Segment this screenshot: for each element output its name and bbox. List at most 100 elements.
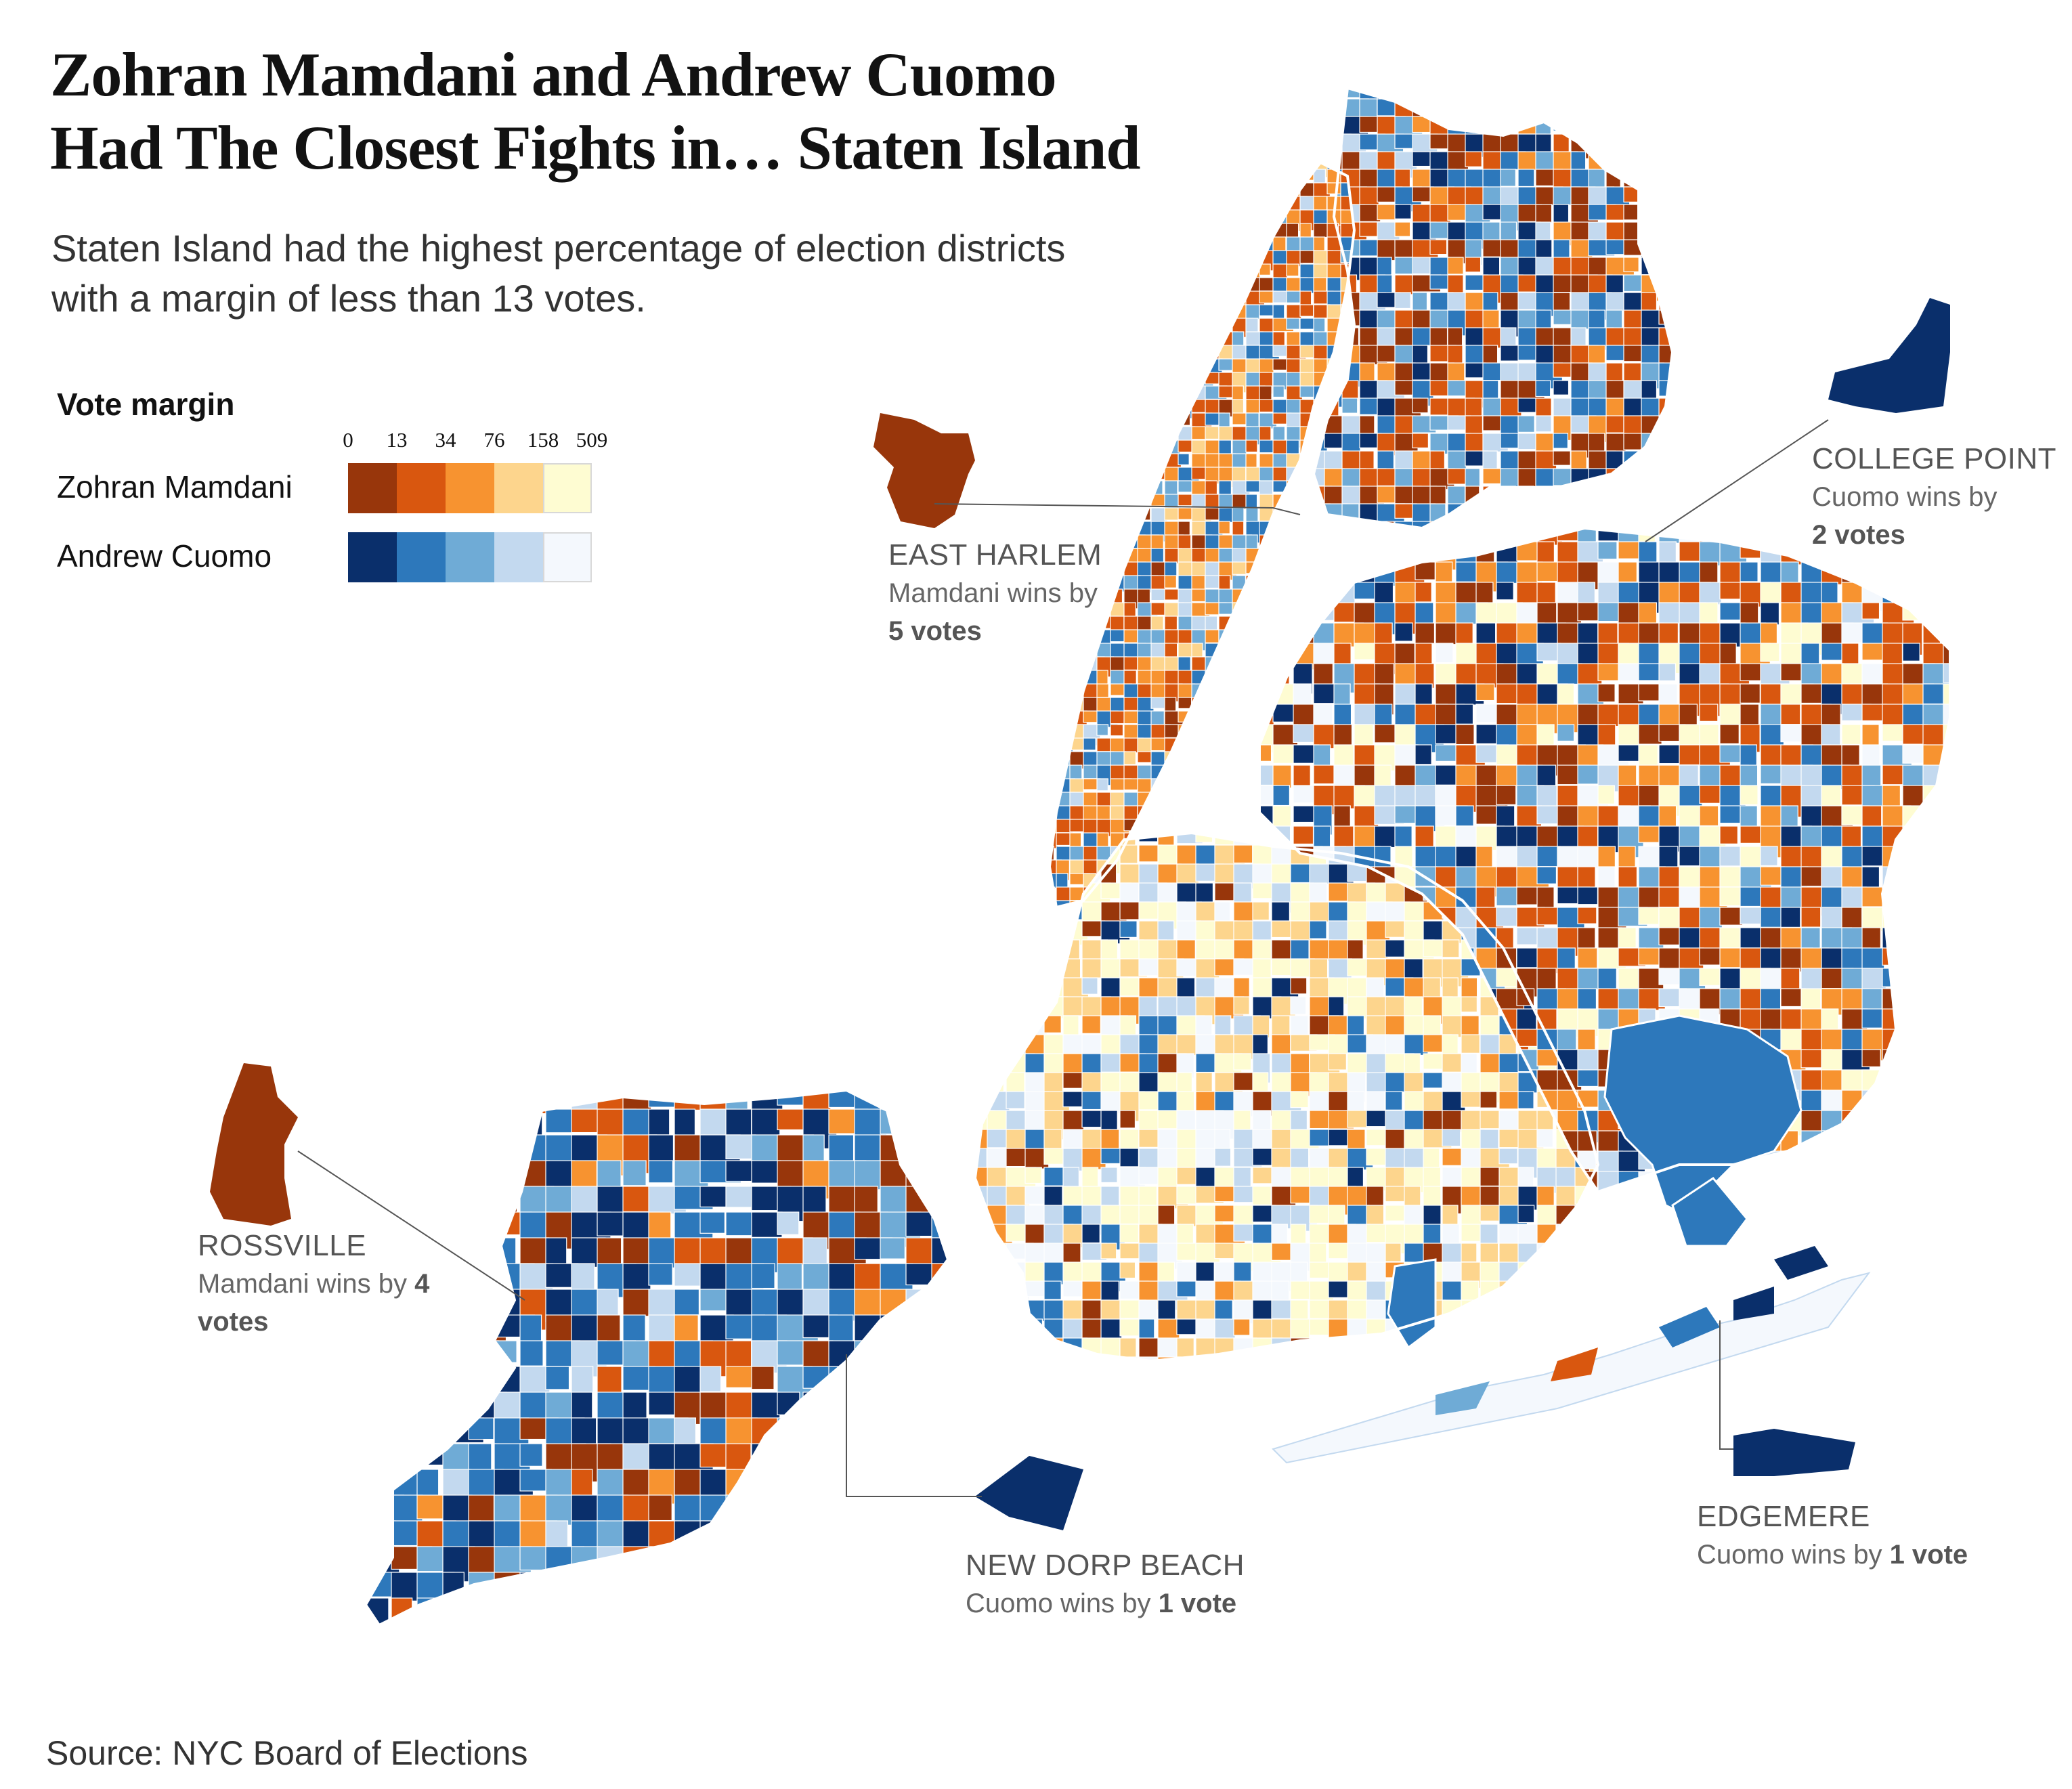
election-district [1553, 345, 1572, 366]
election-district [1354, 704, 1378, 725]
election-district [494, 1597, 536, 1625]
election-district [975, 833, 993, 850]
election-district [1922, 805, 1950, 838]
election-district [1638, 1191, 1659, 1192]
election-district [1123, 250, 1146, 263]
election-district [1259, 169, 1280, 187]
election-district [1800, 1191, 1820, 1192]
election-district [416, 1392, 441, 1422]
election-district [1056, 697, 1072, 719]
election-district [1272, 582, 1291, 602]
election-district [1482, 88, 1509, 105]
election-district [1841, 1150, 1873, 1176]
election-district [1096, 385, 1115, 404]
election-district [1658, 433, 1672, 460]
election-district [1922, 1090, 1949, 1118]
election-district [1902, 886, 1920, 913]
election-district [1110, 507, 1130, 525]
election-district [1605, 503, 1629, 524]
election-district [1623, 88, 1640, 100]
election-district [1943, 968, 1950, 997]
election-district [1191, 805, 1204, 819]
election-district [1205, 236, 1224, 250]
election-district [1259, 548, 1272, 563]
election-district [1943, 643, 1950, 674]
election-district [1286, 263, 1299, 277]
election-district [1218, 819, 1241, 835]
election-district [1050, 209, 1063, 221]
election-district [674, 1597, 712, 1625]
election-district [1137, 209, 1152, 223]
election-district [1205, 683, 1224, 695]
election-district [1922, 1150, 1946, 1173]
election-district [1442, 1356, 1473, 1361]
election-district [1083, 453, 1098, 471]
election-district [1780, 1171, 1811, 1192]
election-district [987, 1356, 1003, 1361]
election-district [1069, 169, 1082, 186]
election-district [1286, 629, 1301, 649]
election-district [1435, 602, 1459, 627]
election-district [366, 1108, 397, 1141]
election-district [1943, 561, 1950, 582]
election-district [1110, 318, 1123, 333]
election-district [1517, 521, 1541, 528]
election-district [1245, 250, 1257, 267]
election-district [1259, 561, 1274, 575]
election-district [1902, 1171, 1933, 1192]
election-district [1841, 825, 1862, 848]
election-district [1096, 412, 1119, 427]
election-district [1740, 907, 1763, 925]
election-district [1110, 290, 1132, 306]
election-district [1641, 486, 1665, 510]
election-district [1100, 1337, 1121, 1361]
election-district [1922, 1049, 1941, 1073]
election-district [725, 1572, 752, 1599]
election-district [494, 1090, 530, 1119]
election-district [1176, 1337, 1194, 1361]
election-district [1137, 290, 1159, 305]
election-district [1314, 521, 1327, 528]
election-district [751, 1366, 775, 1390]
election-district [1882, 1090, 1903, 1116]
election-district [1191, 358, 1204, 380]
election-district [1435, 643, 1454, 664]
election-district [1083, 710, 1098, 723]
election-district [1191, 163, 1212, 170]
election-district [905, 1469, 928, 1509]
election-district [1043, 1280, 1062, 1300]
election-district [699, 1443, 729, 1468]
election-district [975, 901, 987, 922]
election-district [468, 1108, 508, 1133]
election-district [1593, 1243, 1598, 1261]
election-district [1293, 602, 1316, 624]
callout-place: NEW DORP BEACH [966, 1549, 1245, 1582]
election-district [1299, 345, 1315, 358]
election-district [1069, 372, 1090, 387]
election-district [1191, 318, 1208, 330]
election-district [545, 1090, 584, 1107]
election-district [1123, 372, 1138, 385]
election-district [1024, 844, 1041, 871]
election-district [1821, 1150, 1853, 1178]
election-district [1050, 737, 1061, 752]
election-district [1218, 163, 1238, 177]
election-district [1574, 1318, 1598, 1344]
election-district [1313, 575, 1327, 587]
election-district [1404, 1186, 1421, 1209]
election-district [1050, 331, 1062, 352]
election-district [1232, 778, 1245, 791]
election-district [1415, 744, 1432, 765]
election-district [1461, 1034, 1480, 1054]
election-district [1191, 250, 1213, 269]
election-district [1245, 209, 1261, 223]
election-district [1232, 764, 1249, 781]
election-district [1366, 1356, 1384, 1361]
election-district [1641, 116, 1666, 135]
election-district [1482, 204, 1504, 221]
election-district [1465, 397, 1483, 418]
election-district [1259, 670, 1275, 687]
election-district [1119, 1262, 1136, 1279]
election-district-tiles [366, 88, 1950, 1625]
election-district [1326, 372, 1346, 386]
